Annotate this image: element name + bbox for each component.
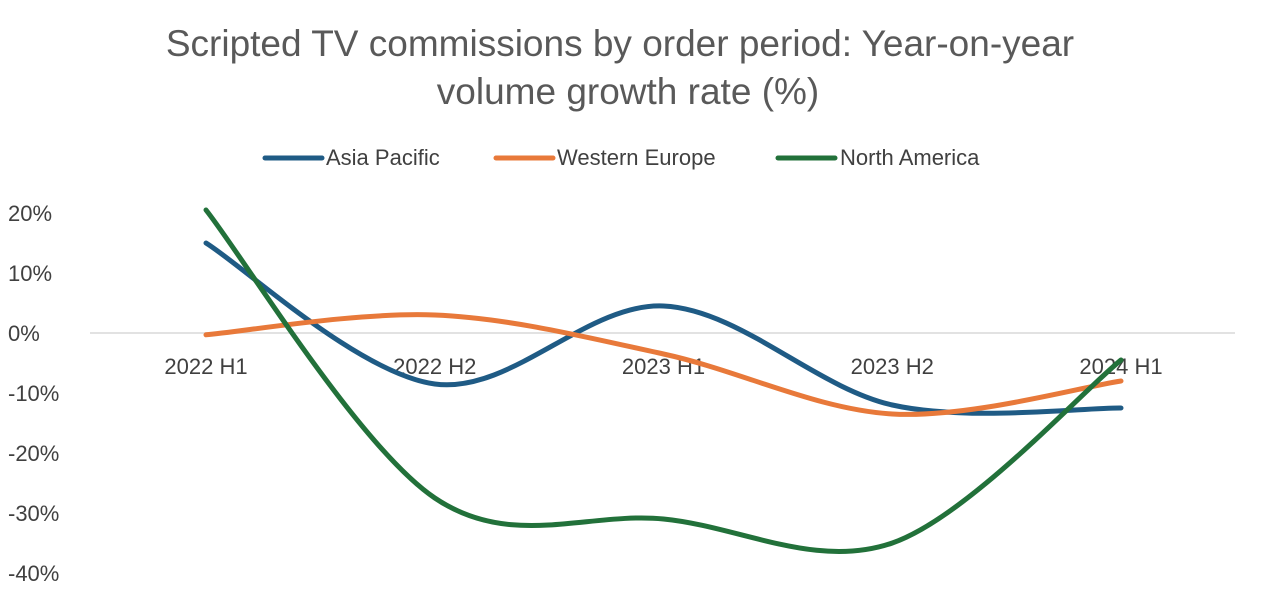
series-line-north-america [203, 207, 1124, 554]
legend: Asia Pacific Western Europe North Americ… [262, 145, 980, 170]
x-axis: 2022 H1 2022 H2 2023 H1 2023 H2 2024 H1 [164, 354, 1162, 379]
x-tick-label: 2023 H2 [851, 354, 934, 379]
chart-title: Scripted TV commissions by order period:… [166, 23, 1074, 112]
y-axis: 20% 10% 0% -10% -20% -30% -40% [8, 201, 59, 586]
y-tick-label: 0% [8, 321, 40, 346]
chart-title-line-2: volume growth rate (%) [437, 71, 819, 112]
legend-label-asia-pacific: Asia Pacific [326, 145, 440, 170]
legend-label-north-america: North America [840, 145, 980, 170]
y-tick-label: -20% [8, 441, 59, 466]
series-layer [203, 207, 1124, 554]
series-line-western-europe [203, 312, 1124, 417]
y-tick-label: -30% [8, 501, 59, 526]
series-line-asia-pacific [203, 240, 1124, 416]
x-tick-label: 2022 H1 [164, 354, 247, 379]
y-tick-label: -10% [8, 381, 59, 406]
legend-label-western-europe: Western Europe [557, 145, 716, 170]
x-tick-label: 2023 H1 [622, 354, 705, 379]
y-tick-label: 20% [8, 201, 52, 226]
chart-title-line-1: Scripted TV commissions by order period:… [166, 23, 1074, 64]
y-tick-label: 10% [8, 261, 52, 286]
y-tick-label: -40% [8, 561, 59, 586]
